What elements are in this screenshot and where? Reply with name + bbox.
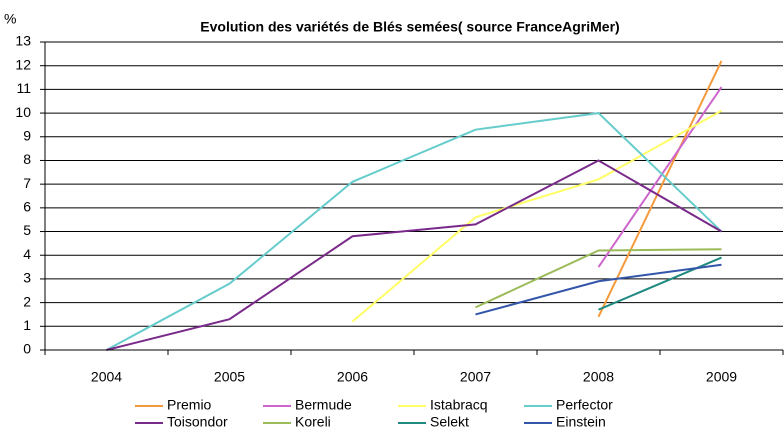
chart-title: Evolution des variétés de Blés semées( s…	[200, 19, 619, 35]
legend-label: Selekt	[430, 414, 469, 430]
x-tick-label: 2004	[91, 369, 122, 385]
y-tick-label: 13	[15, 33, 31, 49]
series-line	[106, 159, 723, 351]
legend-label: Einstein	[556, 414, 606, 430]
x-tick-label: 2005	[214, 369, 245, 385]
series-line	[597, 86, 723, 268]
y-tick-label: 4	[23, 246, 31, 262]
x-tick-label: 2008	[583, 369, 614, 385]
series-line	[475, 248, 722, 309]
series-line	[597, 60, 723, 318]
series-line	[351, 109, 722, 323]
y-tick-label: 0	[23, 341, 31, 357]
series-line	[598, 256, 722, 311]
x-tick-label: 2006	[337, 369, 368, 385]
legend-label: Toisondor	[167, 414, 228, 430]
x-tick-label: 2009	[706, 369, 737, 385]
series-line	[106, 112, 723, 351]
y-tick-label: 11	[16, 80, 31, 96]
legend-label: Premio	[167, 397, 212, 413]
y-tick-label: 1	[23, 317, 31, 333]
legend-label: Bermude	[295, 397, 352, 413]
legend-label: Perfector	[556, 397, 613, 413]
y-tick-label: 2	[23, 293, 31, 309]
legend-label: Koreli	[295, 414, 331, 430]
series-line	[475, 263, 722, 316]
y-tick-label: 8	[23, 151, 31, 167]
y-tick-label: 5	[23, 222, 31, 238]
y-axis-label: %	[4, 11, 16, 27]
x-tick-label: 2007	[460, 369, 491, 385]
y-tick-label: 12	[15, 56, 31, 72]
y-tick-label: 7	[23, 175, 31, 191]
y-tick-label: 9	[23, 127, 31, 143]
y-tick-label: 10	[15, 104, 31, 120]
y-tick-label: 3	[23, 270, 31, 286]
y-tick-label: 6	[23, 199, 31, 215]
legend-label: Istabracq	[430, 397, 488, 413]
